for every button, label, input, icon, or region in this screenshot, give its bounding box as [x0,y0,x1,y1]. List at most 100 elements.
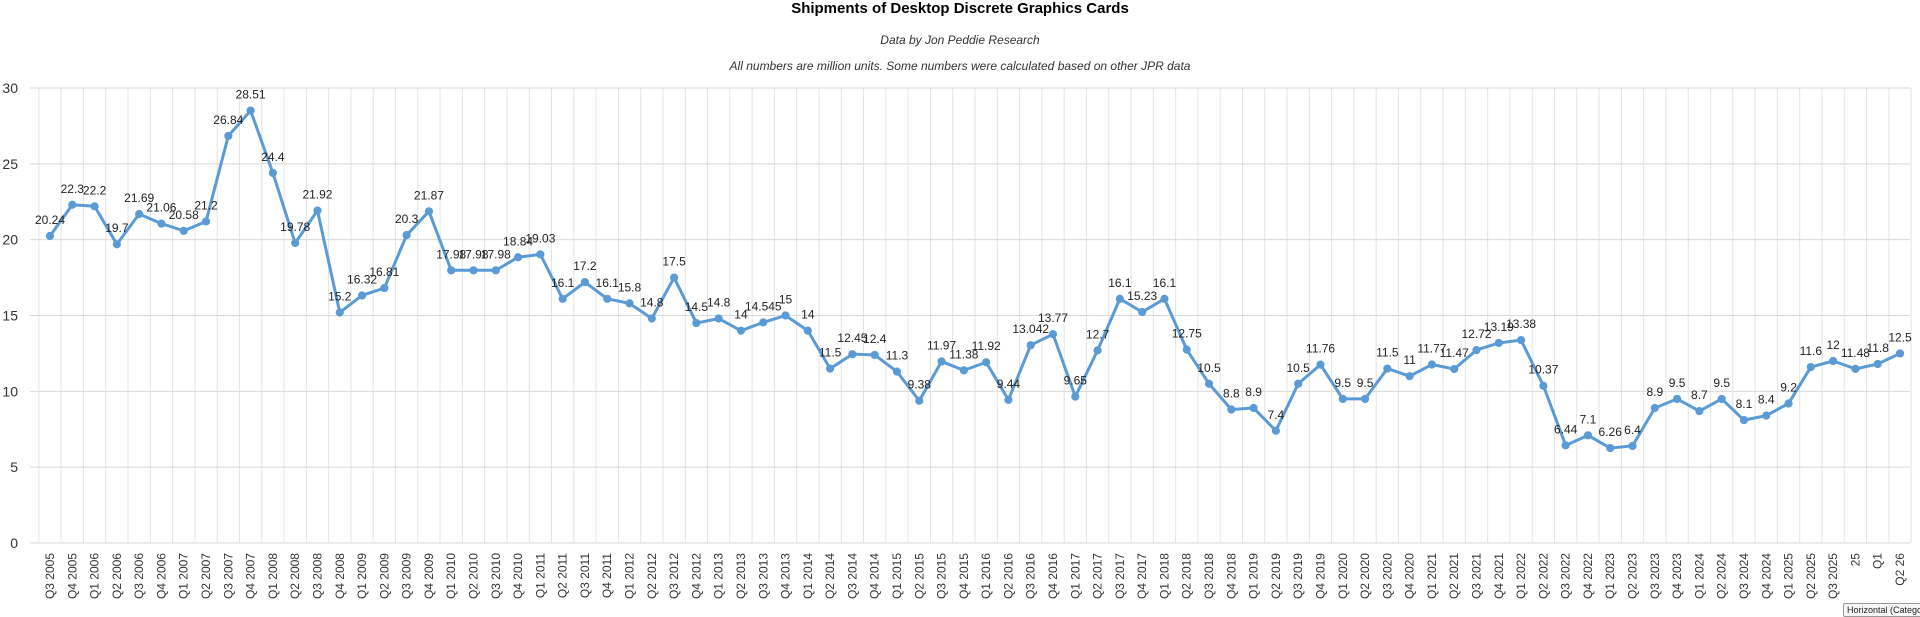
data-point [558,294,567,303]
data-label: 13.042 [1012,322,1049,336]
data-label: 16.1 [1108,276,1132,290]
data-label: 11.48 [1841,346,1870,360]
data-point [603,294,612,303]
data-label: 15.2 [328,289,352,303]
data-point [1093,346,1102,355]
series-line [48,109,1901,450]
data-label: 11.76 [1306,342,1335,356]
data-label: 8.4 [1758,393,1775,407]
x-tick-label: Q1 [1871,553,1885,569]
x-tick-label: Q2 2018 [1180,553,1194,599]
x-axis: Q3 2005 Q4 2005 Q1 2006 Q2 2006 Q3 2006 Q4 20… [43,553,1907,599]
x-tick-label: Q1 2017 [1068,553,1082,599]
data-label: 12.4 [863,332,887,346]
data-point [1650,403,1659,413]
data-point [714,314,723,323]
data-label: 12.7 [1086,327,1110,341]
data-label: 8.9 [1245,385,1262,399]
data-point [380,283,389,293]
data-label: 16.1 [1153,276,1177,290]
data-label: 12.75 [1172,327,1202,341]
data-point [870,350,879,360]
data-point [826,364,835,373]
data-point [1762,411,1771,420]
data-label: 16.81 [369,265,399,279]
data-label: 20.24 [35,213,65,227]
x-tick-label: Q2 2021 [1447,553,1461,599]
data-label: 6.44 [1554,422,1578,436]
data-label: 9.44 [997,377,1021,391]
data-label: 14.8 [707,296,731,310]
x-tick-label: Q1 2024 [1692,553,1706,599]
x-tick-label: Q4 2014 [868,553,882,599]
data-point [313,206,322,215]
data-label: 11 [1403,353,1416,367]
data-label: 7.4 [1268,408,1285,422]
x-tick-label: Q3 2005 [43,553,57,599]
data-point [424,207,434,216]
data-point [1561,441,1570,450]
x-tick-label: Q2 2019 [1269,553,1283,599]
x-tick-label: Q3 2015 [935,553,949,599]
data-point [90,202,99,211]
data-label: 11.3 [886,349,909,363]
x-tick-label: Q2 2008 [288,553,302,599]
data-point [112,240,121,249]
x-tick-label: Q4 2023 [1670,553,1684,599]
x-tick-label: Q1 2016 [979,553,993,599]
data-label: 24.4 [261,150,285,164]
x-tick-label: Q4 2016 [1046,553,1060,599]
x-tick-label: Q4 2015 [957,553,971,599]
data-point [1829,356,1838,366]
x-tick-label: Q3 2020 [1380,553,1394,599]
data-point [1383,364,1392,373]
x-tick-label: Q2 26 [1893,553,1907,586]
data-point [246,106,255,115]
x-tick-label: Q4 2018 [1224,553,1238,599]
x-tick-label: Q3 2011 [578,553,592,598]
x-tick-label: Q1 2008 [266,553,280,599]
data-point [1204,379,1214,388]
data-point [892,367,902,376]
data-point [1004,395,1013,404]
data-label: 21.06 [146,201,176,215]
x-tick-label: Q1 2022 [1514,553,1528,599]
data-point [1249,403,1258,413]
data-point [1516,335,1526,345]
chart-note: All numbers are million units. Some numb… [729,59,1191,73]
x-tick-label: Q2 2025 [1804,553,1818,599]
x-tick-label: Q1 2009 [355,553,369,599]
y-tick-label: 5 [10,459,18,475]
data-label: 6.26 [1599,425,1623,439]
data-point [692,318,701,328]
data-label: 26.84 [213,113,243,127]
data-label: 9.5 [1357,376,1374,390]
data-label: 22.2 [83,183,107,197]
data-point [224,131,233,141]
data-label: 21.92 [302,188,332,202]
data-label: 11.77 [1417,341,1446,355]
data-label: 9.2 [1780,380,1797,394]
data-label: 10.5 [1197,361,1221,375]
data-label: 18.84 [503,234,533,248]
x-tick-label: Q3 2008 [310,553,324,599]
data-point [1227,405,1236,414]
x-tick-label: Q1 2021 [1425,553,1439,599]
data-point [1784,399,1793,408]
data-point [536,250,545,259]
x-tick-label: Q3 2018 [1202,553,1216,599]
x-tick-label: Q4 2017 [1135,553,1149,599]
data-point [402,231,411,240]
data-label: 10.5 [1287,361,1311,375]
data-point [135,209,144,219]
data-point [1405,372,1414,381]
data-label: 8.1 [1736,397,1753,411]
x-tick-label: Q2 2011 [556,553,570,598]
data-label: 14.5 [685,300,709,314]
x-tick-label: Q1 2012 [623,553,637,599]
x-tick-label: Q4 2020 [1403,553,1417,599]
x-tick-label: Q2 2016 [1001,553,1015,599]
data-label: 19.78 [280,220,310,234]
data-point [781,311,790,320]
x-tick-label: Q4 2011 [600,553,614,598]
